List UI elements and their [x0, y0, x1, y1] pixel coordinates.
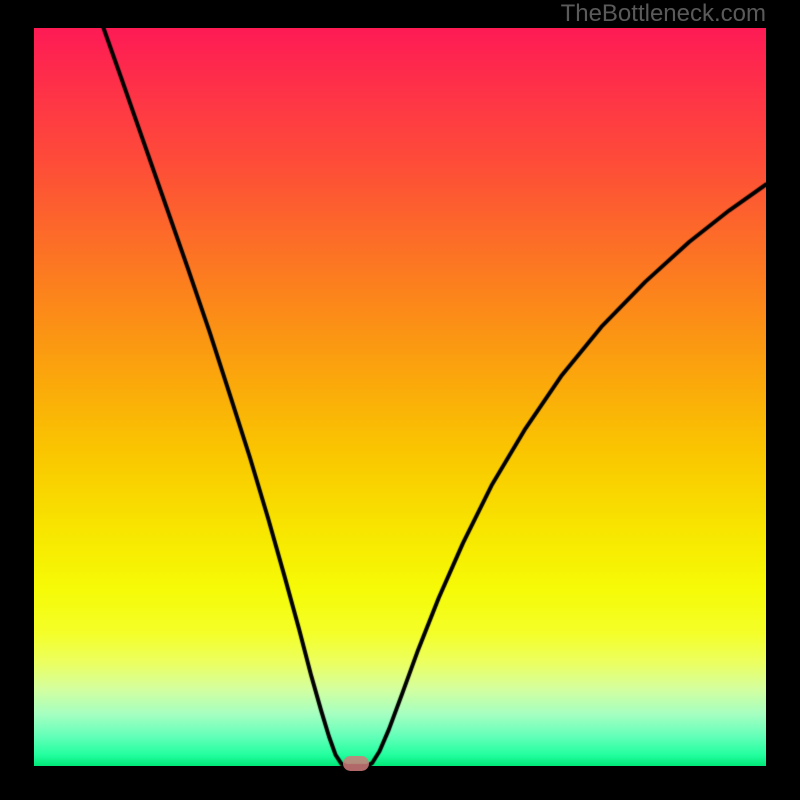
watermark-text: TheBottleneck.com [561, 0, 766, 28]
bottleneck-chart [34, 28, 766, 766]
optimum-marker [343, 756, 369, 771]
frame-right [766, 0, 800, 800]
frame-bottom [0, 766, 800, 800]
frame-left [0, 0, 34, 800]
